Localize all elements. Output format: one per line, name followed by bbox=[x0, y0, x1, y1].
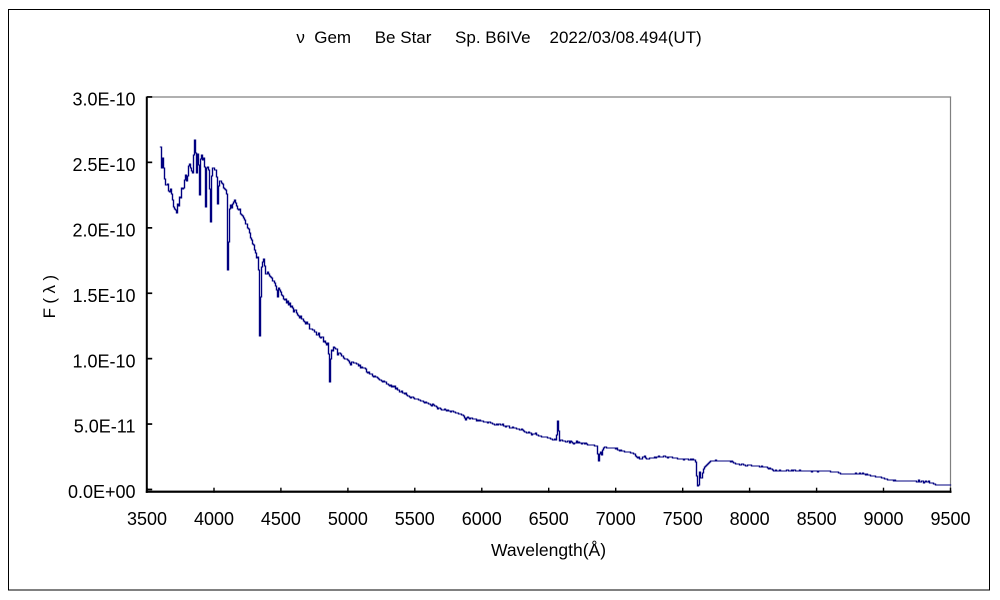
svg-text:1.5E-10: 1.5E-10 bbox=[72, 286, 135, 306]
svg-text:3.0E-10: 3.0E-10 bbox=[72, 90, 135, 110]
svg-text:4500: 4500 bbox=[261, 509, 301, 529]
svg-text:2.5E-10: 2.5E-10 bbox=[72, 155, 135, 175]
svg-text:7000: 7000 bbox=[596, 509, 636, 529]
svg-text:8000: 8000 bbox=[730, 509, 770, 529]
svg-text:5.0E-11: 5.0E-11 bbox=[74, 417, 136, 437]
svg-text:4000: 4000 bbox=[194, 509, 234, 529]
svg-text:7500: 7500 bbox=[663, 509, 703, 529]
svg-text:F(λ): F(λ) bbox=[40, 271, 59, 319]
svg-text:3500: 3500 bbox=[127, 509, 167, 529]
svg-text:1.0E-10: 1.0E-10 bbox=[72, 351, 135, 371]
svg-text:5500: 5500 bbox=[395, 509, 435, 529]
svg-text:6000: 6000 bbox=[462, 509, 502, 529]
svg-text:5000: 5000 bbox=[328, 509, 368, 529]
svg-text:2.0E-10: 2.0E-10 bbox=[72, 220, 135, 240]
svg-text:ν Gem Be Star Sp. B6I: ν Gem Be Star Sp. B6IVe 2022/03/08.494(U… bbox=[296, 28, 701, 47]
svg-text:0.0E+00: 0.0E+00 bbox=[68, 482, 136, 502]
svg-text:Wavelength(Å): Wavelength(Å) bbox=[491, 540, 606, 560]
svg-text:8500: 8500 bbox=[797, 509, 837, 529]
svg-text:9500: 9500 bbox=[930, 509, 970, 529]
svg-text:6500: 6500 bbox=[529, 509, 569, 529]
svg-text:9000: 9000 bbox=[863, 509, 903, 529]
